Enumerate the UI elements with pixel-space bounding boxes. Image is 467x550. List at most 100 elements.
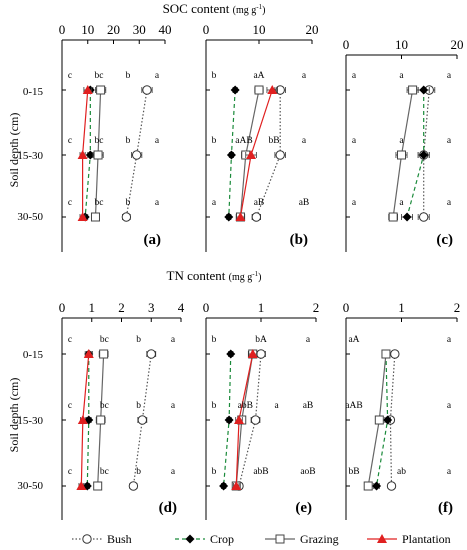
significance-label: bA [255,335,267,345]
data-point [96,415,106,425]
data-point [381,349,391,359]
data-point [388,212,398,222]
significance-label: aAB [235,136,252,146]
significance-label: aB [299,198,310,208]
significance-label: a [155,198,160,208]
y-axis-label-top: Soil depth (cm) [7,113,21,188]
data-point [363,481,373,491]
significance-label: aA [348,335,359,345]
data-point [77,415,88,424]
data-point [408,85,418,95]
panel-label: (a) [144,232,162,248]
data-point [219,481,229,491]
data-point [82,85,93,94]
data-point [397,150,406,160]
legend-label: Grazing [300,532,339,546]
depth-labels-bottom: 0-15 15-30 30-50 [17,349,43,492]
x-tick-label: 20 [451,37,464,52]
data-point [82,534,92,544]
x-tick-label: 10 [81,22,94,37]
data-point [235,212,246,221]
data-point [419,85,429,95]
legend-item-crop: Crop [175,532,234,546]
data-point [77,150,88,159]
data-point [142,85,152,95]
significance-label: a [447,335,452,345]
significance-label: c [68,467,72,477]
x-tick-label: 10 [395,37,408,52]
data-point [419,150,429,160]
depth-label: 0-15 [23,86,44,98]
x-tick-label: 40 [159,22,172,37]
x-tick-label: 0 [343,37,350,52]
data-point [96,85,106,95]
x-tick-label: 2 [313,300,320,315]
data-point [386,481,397,491]
depth-label: 0-15 [23,349,44,361]
panel-c: 0 10 20 a a a a a a a a a (c) [343,37,464,252]
panel-f: 0 1 2 aA a aAB a bB ab a (f) [343,300,461,520]
significance-label: c [68,136,72,146]
significance-label: c [68,198,72,208]
significance-label: c [68,335,72,345]
significance-label: aAB [345,401,362,411]
significance-label: ab [397,467,406,477]
legend: Bush Crop Grazing Plantation [72,532,451,546]
significance-label: a [399,136,404,146]
x-tick-label: 4 [178,300,185,315]
legend-label: Plantation [402,532,451,546]
data-point [275,534,285,544]
data-point [234,415,244,424]
significance-label: aB [303,401,314,411]
data-point [83,349,94,358]
data-point [185,534,195,544]
x-tick-label: 1 [258,300,265,315]
data-point [246,150,257,159]
x-tick-label: 20 [306,22,319,37]
x-tick-label: 0 [343,300,350,315]
significance-label: a [447,401,452,411]
legend-item-bush: Bush [72,532,132,546]
series-line-bush [255,90,281,218]
x-tick-label: 0 [59,22,66,37]
data-point [93,481,103,491]
legend-label: Crop [210,532,234,546]
data-point [275,150,285,160]
panel-e: 0 1 2 b bA a b abB a aB b abB aoB (e) [203,300,320,520]
significance-label: c [68,401,72,411]
data-point [374,415,384,425]
significance-label: bc [95,71,104,81]
significance-label: b [126,71,131,81]
significance-label: b [212,401,217,411]
x-tick-label: 20 [107,22,120,37]
significance-label: a [352,71,357,81]
legend-label: Bush [107,532,132,546]
significance-label: a [306,335,311,345]
panel-label: (e) [295,500,312,516]
panel-label: (f) [438,500,453,516]
data-point [226,349,236,359]
data-point [377,534,387,543]
significance-label: a [302,71,307,81]
data-point [250,415,261,425]
series-line-bush [389,353,396,487]
significance-label: a [171,335,176,345]
data-point [137,415,148,425]
data-point [383,415,393,425]
significance-label: a [352,198,357,208]
data-point [251,212,262,222]
x-tick-label: 3 [148,300,155,315]
x-tick-label: 2 [454,300,461,315]
significance-label: b [212,335,217,345]
data-point [76,481,87,490]
data-point [419,212,429,222]
depth-label: 30-50 [17,211,43,223]
x-tick-label: 0 [59,300,66,315]
panel-a: 0 10 20 30 40 c bc b a c bc b a c bc b a (a) [59,22,172,252]
significance-label: bc [100,467,109,477]
x-tick-label: 1 [89,300,96,315]
significance-label: aA [253,71,264,81]
data-point [90,212,100,222]
significance-label: a [212,198,217,208]
significance-label: b [212,467,217,477]
